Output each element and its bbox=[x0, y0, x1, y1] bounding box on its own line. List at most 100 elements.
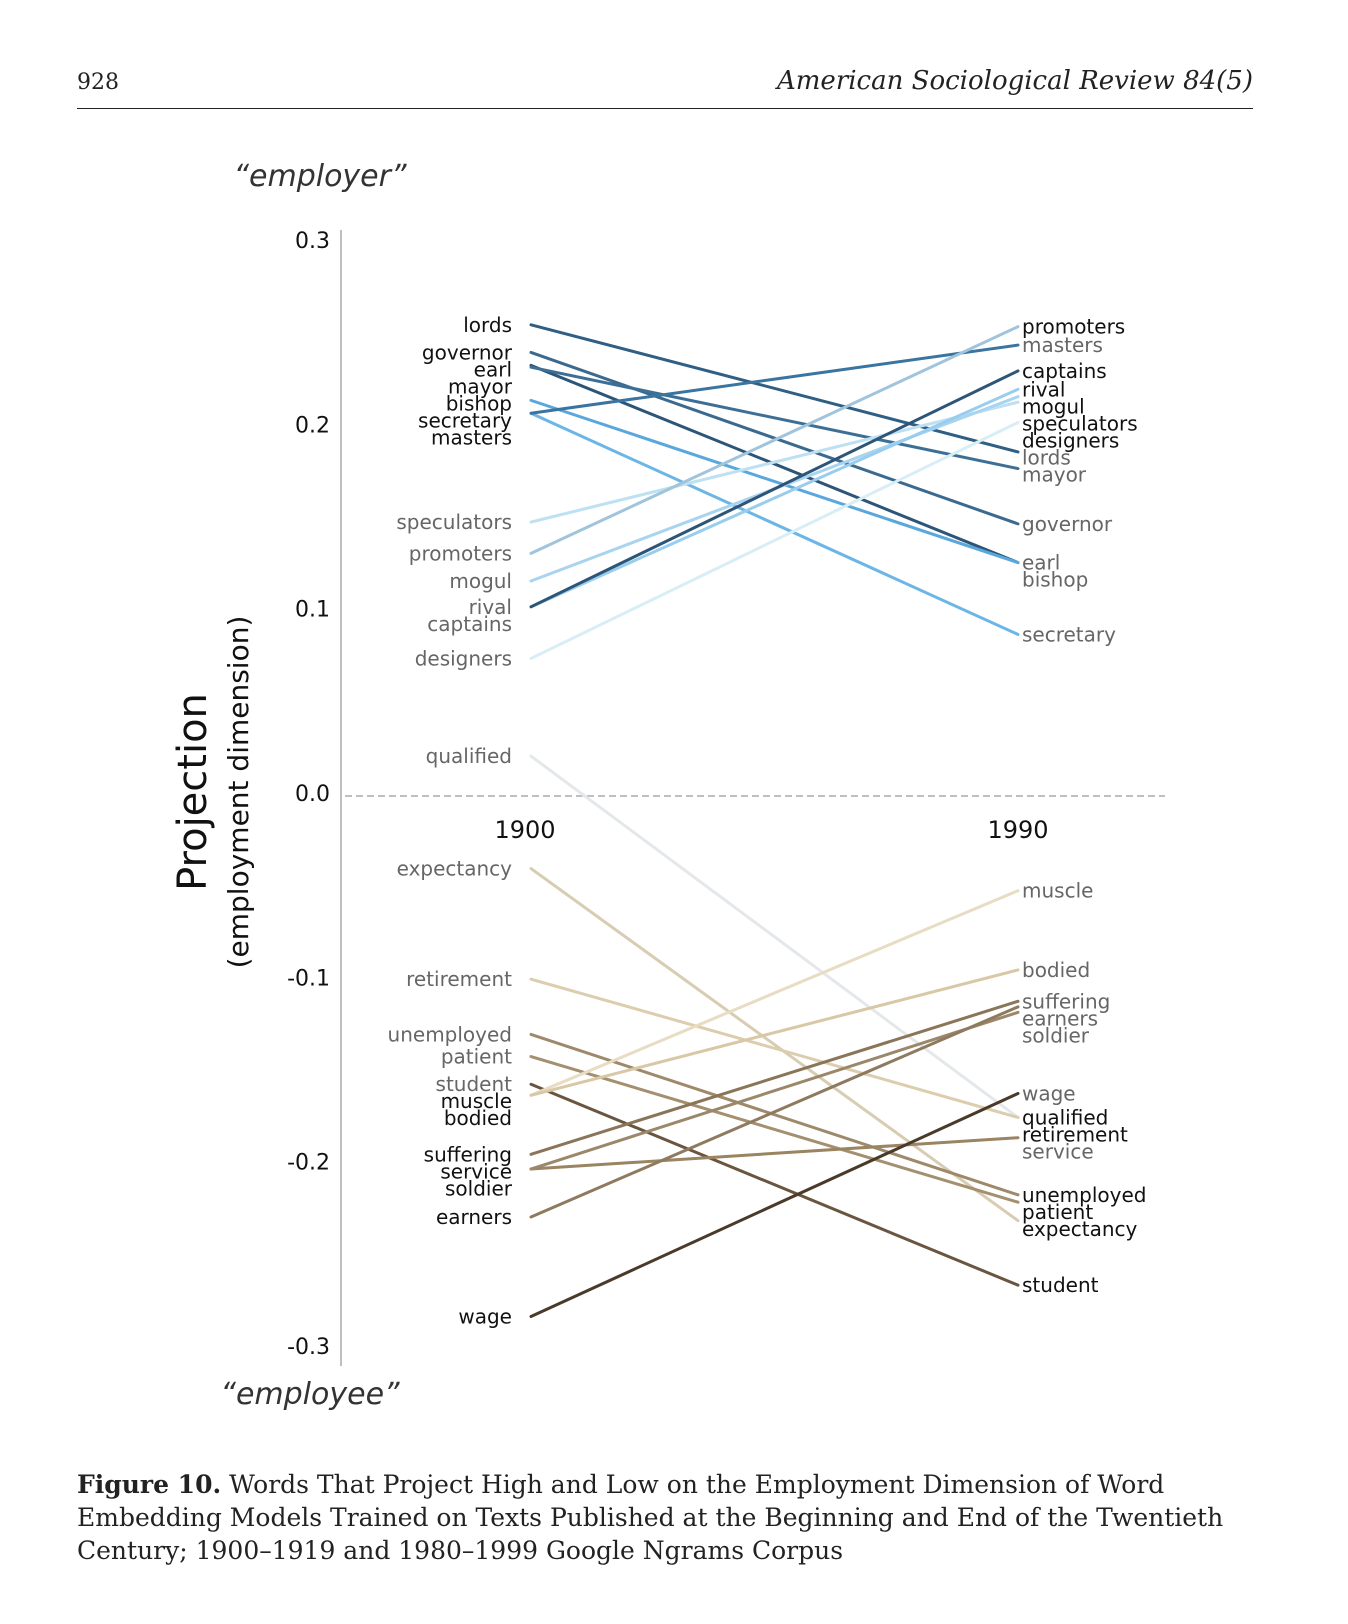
series-label-1900-designers: designers bbox=[415, 646, 512, 670]
series-line-governor bbox=[529, 350, 1020, 526]
series-line-designers bbox=[529, 420, 1020, 660]
series-label-1990-speculators: speculators bbox=[1022, 411, 1138, 435]
y-tick-label: 0.2 bbox=[295, 413, 330, 438]
page-header: 928 American Sociological Review 84(5) bbox=[77, 66, 1253, 109]
series-line-muscle bbox=[529, 889, 1020, 1097]
series-label-1990-suffering: suffering bbox=[1022, 989, 1110, 1013]
series-label-1990-bodied: bodied bbox=[1022, 958, 1090, 982]
series-line-speculators bbox=[529, 400, 1020, 524]
series-label-1900-bishop: bishop bbox=[446, 391, 512, 415]
series-label-1990-mogul: mogul bbox=[1022, 394, 1085, 418]
x-label-1990: 1990 bbox=[987, 816, 1048, 844]
series-line-qualified bbox=[529, 754, 1020, 1119]
series-line-earl bbox=[529, 363, 1020, 565]
series-label-1900-mayor: mayor bbox=[448, 374, 513, 398]
y-tick-label: 0.1 bbox=[295, 598, 330, 623]
series-label-1990-patient: patient bbox=[1022, 1200, 1093, 1224]
series-line-earners bbox=[529, 1005, 1020, 1219]
figure-caption: Figure 10. Words That Project High and L… bbox=[77, 1468, 1277, 1567]
series-label-1900-patient: patient bbox=[441, 1045, 512, 1069]
y-tick-label: -0.3 bbox=[287, 1335, 330, 1360]
series-label-1900-earl: earl bbox=[474, 357, 512, 381]
series-label-1990-captains: captains bbox=[1022, 359, 1107, 383]
series-line-student bbox=[529, 1082, 1020, 1287]
series-line-secretary bbox=[529, 411, 1020, 636]
series-label-1900-wage: wage bbox=[458, 1305, 512, 1329]
series-label-1990-wage: wage bbox=[1022, 1081, 1076, 1105]
series-line-service bbox=[529, 1136, 1020, 1171]
series-label-1900-earners: earners bbox=[436, 1205, 512, 1229]
series-label-1900-speculators: speculators bbox=[396, 510, 512, 534]
series-label-1900-suffering: suffering bbox=[424, 1142, 512, 1166]
series-line-suffering bbox=[529, 999, 1020, 1156]
employer-annotation: “employer” bbox=[233, 159, 407, 194]
series-line-expectancy bbox=[529, 867, 1020, 1223]
series-line-lords bbox=[529, 323, 1020, 454]
figure-label: Figure 10. bbox=[77, 1470, 222, 1499]
series-label-1990-earl: earl bbox=[1022, 551, 1060, 575]
series-label-1900-muscle: muscle bbox=[441, 1089, 512, 1113]
slope-chart: “employer” “employee” Projection (employ… bbox=[170, 159, 1165, 1412]
series-label-1900-qualified: qualified bbox=[426, 744, 512, 768]
series-line-soldier bbox=[529, 1010, 1020, 1171]
series-label-1900-captains: captains bbox=[427, 612, 512, 636]
labels-1990: promotersmasterscaptainsrivalmogulspecul… bbox=[1022, 315, 1146, 1298]
series-label-1900-soldier: soldier bbox=[445, 1176, 513, 1200]
y-ticks: 0.3 0.2 0.1 0.0 -0.1 -0.2 -0.3 bbox=[287, 229, 330, 1360]
journal-title: American Sociological Review 84(5) bbox=[777, 66, 1253, 96]
series-label-1900-governor: governor bbox=[422, 340, 513, 364]
series-label-1990-designers: designers bbox=[1022, 428, 1119, 452]
series-line-bishop bbox=[529, 398, 1020, 565]
series-label-1990-mayor: mayor bbox=[1022, 462, 1087, 486]
series-label-1900-rival: rival bbox=[469, 595, 512, 619]
series-lines bbox=[529, 323, 1020, 1319]
page-number: 928 bbox=[77, 70, 119, 95]
series-label-1900-service: service bbox=[440, 1159, 512, 1183]
series-line-rival bbox=[529, 387, 1020, 609]
series-label-1990-student: student bbox=[1022, 1273, 1099, 1297]
series-label-1990-earners: earners bbox=[1022, 1006, 1098, 1030]
series-label-1990-qualified: qualified bbox=[1022, 1105, 1108, 1129]
series-line-masters bbox=[529, 343, 1020, 415]
series-label-1900-bodied: bodied bbox=[444, 1106, 512, 1130]
employee-annotation: “employee” bbox=[220, 1377, 400, 1412]
series-label-1990-unemployed: unemployed bbox=[1022, 1183, 1146, 1207]
series-label-1900-retirement: retirement bbox=[406, 967, 512, 991]
series-label-1990-muscle: muscle bbox=[1022, 879, 1093, 903]
series-label-1990-secretary: secretary bbox=[1022, 622, 1116, 646]
series-label-1900-secretary: secretary bbox=[418, 408, 512, 432]
series-line-mayor bbox=[529, 365, 1020, 471]
series-label-1900-promoters: promoters bbox=[409, 541, 512, 565]
series-line-retirement bbox=[529, 977, 1020, 1119]
series-label-1900-unemployed: unemployed bbox=[388, 1022, 512, 1046]
series-label-1900-masters: masters bbox=[431, 425, 512, 449]
series-line-promoters bbox=[529, 325, 1020, 555]
series-label-1990-masters: masters bbox=[1022, 333, 1103, 357]
series-label-1990-expectancy: expectancy bbox=[1022, 1217, 1138, 1241]
y-tick-label: 0.0 bbox=[295, 782, 330, 807]
series-line-bodied bbox=[529, 968, 1020, 1097]
series-label-1990-promoters: promoters bbox=[1022, 315, 1125, 339]
series-label-1990-bishop: bishop bbox=[1022, 568, 1088, 592]
series-label-1900-student: student bbox=[436, 1072, 513, 1096]
series-label-1990-rival: rival bbox=[1022, 377, 1065, 401]
series-label-1990-retirement: retirement bbox=[1022, 1122, 1128, 1146]
series-label-1990-lords: lords bbox=[1022, 445, 1071, 469]
y-tick-label: -0.1 bbox=[287, 966, 330, 991]
series-label-1900-mogul: mogul bbox=[449, 569, 512, 593]
y-tick-label: -0.2 bbox=[287, 1151, 330, 1176]
x-label-1900: 1900 bbox=[494, 816, 555, 844]
figure-caption-text: Words That Project High and Low on the E… bbox=[77, 1470, 1224, 1565]
series-label-1900-lords: lords bbox=[463, 313, 512, 337]
series-label-1990-soldier: soldier bbox=[1022, 1023, 1090, 1047]
y-tick-label: 0.3 bbox=[295, 229, 330, 254]
series-line-captains bbox=[529, 369, 1020, 609]
series-line-wage bbox=[529, 1091, 1020, 1319]
series-line-patient bbox=[529, 1055, 1020, 1204]
series-label-1900-expectancy: expectancy bbox=[397, 857, 513, 881]
labels-1900: lords governorearlmayorbishopsecretarymas… bbox=[388, 313, 513, 1329]
series-label-1990-governor: governor bbox=[1022, 512, 1113, 536]
y-axis-label: Projection bbox=[170, 693, 216, 891]
y-axis-sublabel: (employment dimension) bbox=[222, 616, 255, 969]
series-label-1990-service: service bbox=[1022, 1139, 1094, 1163]
